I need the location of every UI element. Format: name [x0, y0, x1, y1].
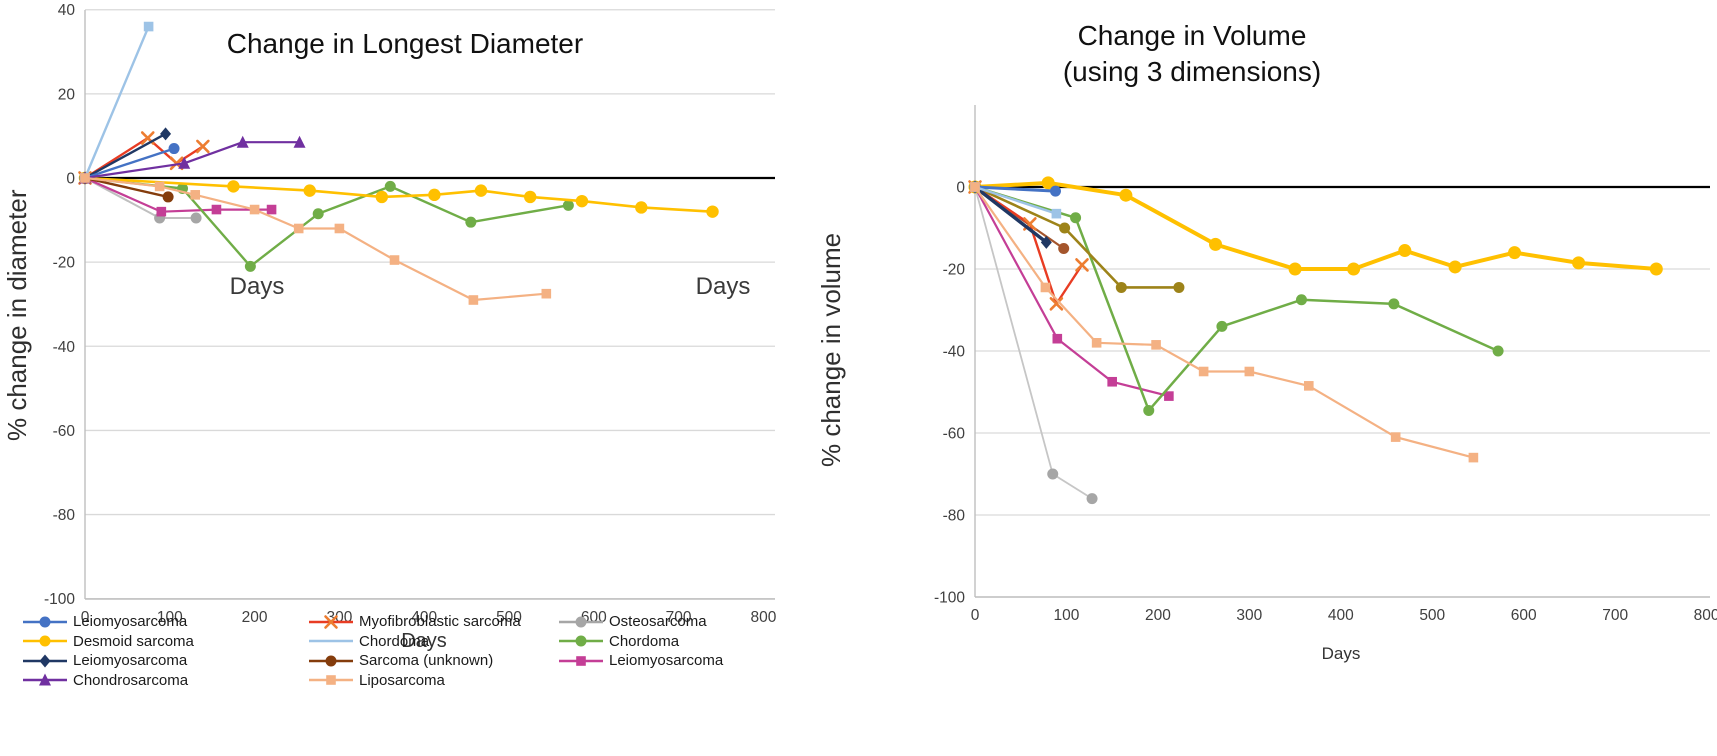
legend-label: Leiomyosarcoma: [73, 613, 188, 631]
legend-triangle-swatch-icon: [23, 673, 67, 686]
series-liposarcoma-10: [80, 173, 552, 305]
x-tick-label: 300: [1236, 607, 1262, 624]
x-tick-label: 200: [242, 609, 268, 626]
right-x-axis-label: Days: [1321, 644, 1361, 663]
y-tick-label: -80: [53, 507, 76, 524]
legend-item-liposarcoma: Liposarcoma: [308, 671, 521, 691]
x-tick-label: 600: [1511, 607, 1537, 624]
x-tick-label: 400: [411, 609, 437, 626]
legend-item-chondrosarcoma: Chondrosarcoma: [22, 671, 194, 691]
series-chordoma-2: [79, 172, 574, 272]
gridlines: [975, 268, 1710, 598]
series-liposarcoma-10: [970, 182, 1479, 463]
x-tick-label: 500: [1419, 607, 1445, 624]
legend-square-swatch-icon: [559, 655, 603, 666]
series-myofibroblastic-sarcoma-6: [968, 180, 1089, 311]
right-chart-title-line2: (using 3 dimensions): [1062, 56, 1322, 87]
x-tick-label: 400: [1328, 607, 1354, 624]
y-axis-ticks: 40 20 0 -20 -40 -60 -80 -100: [44, 2, 75, 608]
series-desmoid-sarcoma-3: [968, 176, 1663, 276]
x-tick-label: 500: [496, 609, 522, 626]
legend-label: Leiomyosarcoma: [73, 652, 188, 670]
y-tick-label: 0: [66, 171, 75, 188]
legend-column-3: Osteosarcoma Chordoma Leiomyosarcoma: [558, 612, 723, 671]
x-tick-label: 700: [1602, 607, 1628, 624]
legend-label: Chondrosarcoma: [73, 671, 189, 689]
x-tick-label: 100: [157, 609, 183, 626]
legend-column-2: Myofibroblastic sarcoma Chordoma Sarcoma (…: [308, 612, 521, 690]
legend-circle-swatch-icon: [559, 616, 603, 628]
right-y-axis-label: % change in volume: [816, 232, 846, 468]
y-tick-label: -100: [44, 591, 75, 608]
y-tick-label: -100: [934, 590, 965, 607]
series-osteosarcoma-0: [969, 181, 1098, 505]
legend-item-sarcoma-unknown: Sarcoma (unknown): [308, 651, 521, 671]
legend-square-swatch-icon: [309, 675, 353, 686]
x-tick-label: 200: [1145, 607, 1171, 624]
legend-circle-swatch-icon: [23, 635, 67, 647]
legend-item-chordoma: Chordoma: [308, 632, 521, 652]
left-x-axis-label: Days: [401, 630, 447, 652]
legend-label: Chordoma: [359, 632, 430, 650]
chart-change-in-volume: 0 -20 -40 -60 -80 -100 0 100 200 300 400 500 600 700 8…: [934, 105, 1717, 624]
legend-column-1: Leiomyosarcoma Desmoid sarcoma Leiomyosarc…: [22, 612, 194, 690]
legend-label: Desmoid sarcoma: [73, 632, 194, 650]
x-tick-label: 0: [81, 609, 90, 626]
y-tick-label: -60: [53, 423, 76, 440]
legend-label: Leiomyosarcoma: [609, 652, 724, 670]
legend-circle-swatch-icon: [23, 616, 67, 628]
series-desmoid-sarcoma-3: [78, 171, 719, 218]
x-tick-label: 0: [971, 607, 980, 624]
legend-x-swatch-icon: [309, 614, 353, 629]
legend-circle-swatch-icon: [559, 635, 603, 647]
y-tick-label: 20: [58, 86, 76, 103]
right-chart-title: Change in Volume (using 3 dimensions): [942, 18, 1442, 90]
legend-circle-swatch-icon: [309, 655, 353, 667]
right-chart-title-line1: Change in Volume: [1077, 20, 1307, 51]
inner-days-label-2: Days: [695, 273, 751, 300]
x-axis-ticks: 0 100 200 300 400 500 600 700 800: [81, 609, 777, 626]
legend-item-myofibroblastic-sarcoma: Myofibroblastic sarcoma: [308, 612, 521, 632]
gridlines: [85, 9, 775, 600]
series-myofibroblastic-sarcoma-5: [78, 131, 210, 185]
x-tick-label: 700: [666, 609, 692, 626]
y-tick-label: -60: [943, 426, 966, 443]
y-tick-label: -40: [53, 339, 76, 356]
y-tick-label: 0: [956, 180, 965, 197]
x-tick-label: 800: [1694, 607, 1717, 624]
legend-item-osteosarcoma: Osteosarcoma: [558, 612, 723, 632]
x-axis-ticks: 0 100 200 300 400 500 600 700 800: [971, 607, 1717, 624]
legend-label: Chordoma: [609, 632, 680, 650]
x-tick-label: 800: [750, 609, 776, 626]
y-tick-label: -20: [53, 255, 76, 272]
legend-item-leiomyosarcoma: Leiomyosarcoma: [558, 651, 723, 671]
legend-item-leiomyosarcoma: Leiomyosarcoma: [22, 612, 194, 632]
legend-label: Osteosarcoma: [609, 613, 707, 631]
legend-label: Sarcoma (unknown): [359, 652, 494, 670]
series-chordoma-2: [969, 181, 1504, 416]
legend-label: Myofibroblastic sarcoma: [359, 613, 521, 631]
y-tick-label: -40: [943, 344, 966, 361]
legend-item-leiomyosarcoma: Leiomyosarcoma: [22, 651, 194, 671]
legend-label: Liposarcoma: [359, 671, 445, 689]
y-tick-label: -20: [943, 262, 966, 279]
legend-item-desmoid-sarcoma: Desmoid sarcoma: [22, 632, 194, 652]
legend-item-chordoma: Chordoma: [558, 632, 723, 652]
left-y-axis-label: % change in diameter: [2, 189, 32, 442]
axes: [84, 10, 775, 600]
x-tick-label: 100: [1054, 607, 1080, 624]
chart-legend: Leiomyosarcoma Desmoid sarcoma Leiomyosarc…: [0, 612, 780, 756]
y-tick-label: -80: [943, 508, 966, 525]
left-chart-title: Change in Longest Diameter: [226, 28, 584, 59]
legend-diamond-swatch-icon: [23, 654, 67, 668]
legend-line-swatch-icon: [309, 640, 353, 643]
y-axis-ticks: 0 -20 -40 -60 -80 -100: [934, 180, 965, 607]
inner-days-label-1: Days: [229, 273, 285, 300]
y-tick-label: 40: [58, 2, 76, 19]
